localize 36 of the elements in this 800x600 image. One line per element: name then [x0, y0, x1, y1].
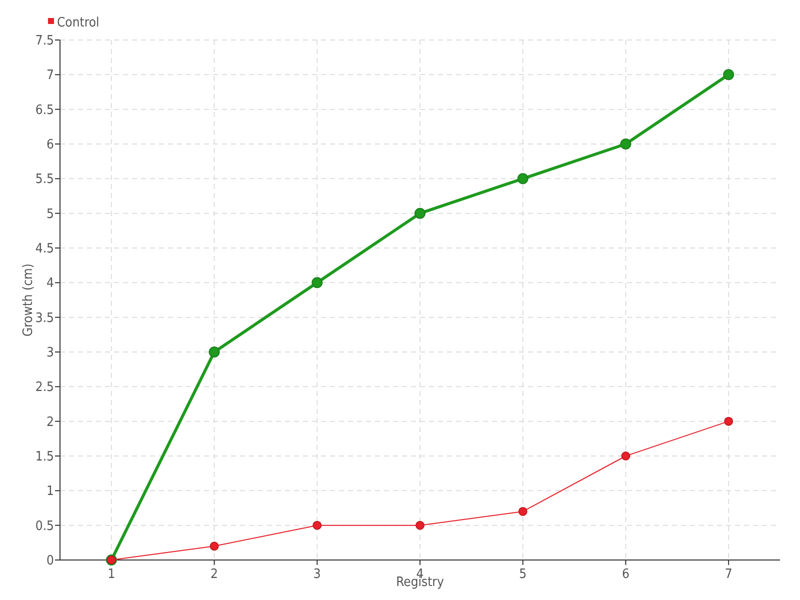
x-tick-label: 3	[313, 567, 321, 582]
y-tick-label: 2	[46, 414, 54, 430]
point	[414, 208, 426, 219]
y-tick-label: 2.5	[35, 380, 54, 396]
point	[517, 173, 528, 184]
point	[620, 138, 632, 150]
point	[723, 69, 734, 80]
y-tick-label: 0	[46, 554, 54, 569]
point	[416, 520, 424, 530]
y-axis-title: Growth (cm)	[21, 264, 36, 336]
y-tick-label: 6	[46, 138, 54, 153]
point	[621, 452, 630, 460]
point	[724, 416, 734, 426]
y-tick-label: 0.5	[35, 518, 54, 534]
y-tick-label: 5.5	[35, 172, 54, 188]
point	[312, 520, 322, 530]
legend-label: Control	[57, 16, 100, 31]
y-tick-label: 7	[46, 68, 54, 84]
x-tick-label: 6	[622, 567, 630, 582]
point	[312, 277, 323, 288]
y-tick-label: 1.5	[35, 450, 54, 465]
y-tick-label: 5	[46, 206, 54, 222]
y-tick-label: 1	[46, 484, 54, 500]
y-tick-label: 3	[46, 346, 54, 361]
x-tick-label: 2	[210, 567, 218, 582]
point	[210, 542, 219, 551]
y-tick-label: 6.5	[35, 102, 54, 118]
x-tick-label: 1	[108, 567, 116, 582]
y-tick-label: 4	[46, 276, 54, 292]
x-tick-label: 7	[724, 567, 732, 582]
point	[208, 346, 220, 358]
y-tick-label: 7.5	[35, 34, 54, 49]
y-tick-label: 4.5	[35, 242, 54, 257]
y-tick-label: 3.5	[35, 310, 54, 326]
point	[518, 506, 528, 516]
x-tick-label: 5	[519, 567, 527, 582]
